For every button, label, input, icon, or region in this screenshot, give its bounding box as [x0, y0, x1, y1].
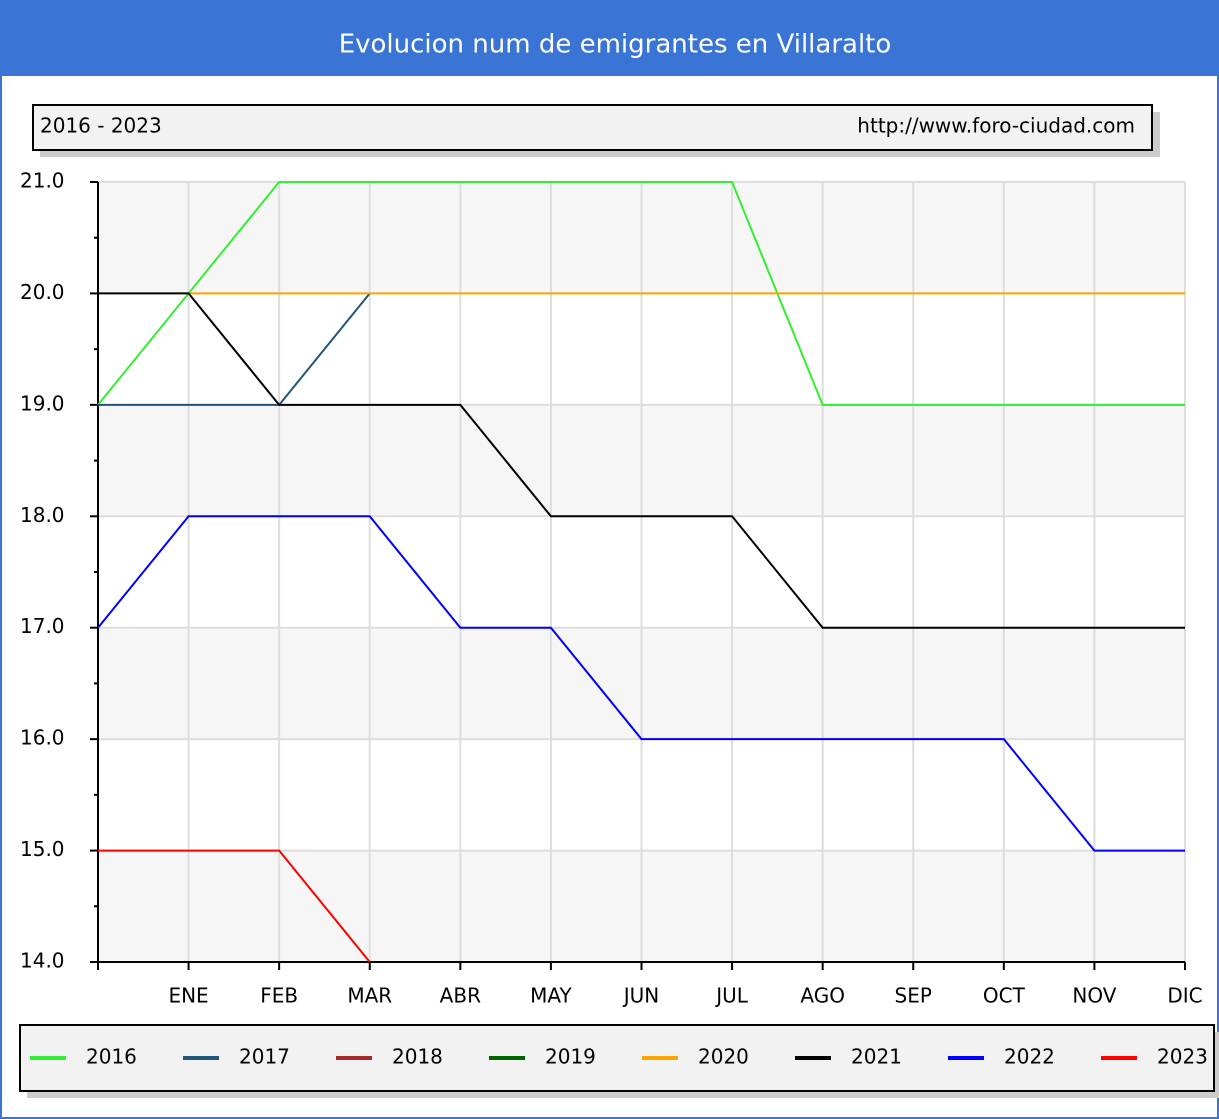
- x-tick-label: ENE: [168, 984, 208, 1008]
- legend-label: 2022: [1004, 1045, 1055, 1069]
- source: http://www.foro-ciudad.com: [857, 114, 1135, 138]
- x-tick-label: NOV: [1072, 984, 1116, 1008]
- y-tick-label: 15.0: [20, 837, 65, 861]
- subtitle: 2016 - 2023: [40, 114, 162, 138]
- legend-label: 2021: [851, 1045, 902, 1069]
- legend-label: 2019: [545, 1045, 596, 1069]
- x-tick-label: FEB: [260, 984, 298, 1008]
- x-tick-label: AGO: [800, 984, 845, 1008]
- x-tick-label: JUL: [714, 984, 749, 1008]
- y-tick-label: 21.0: [20, 169, 65, 193]
- y-tick-label: 16.0: [20, 726, 65, 750]
- legend-label: 2016: [86, 1045, 137, 1069]
- x-tick-label: OCT: [983, 984, 1026, 1008]
- y-tick-label: 17.0: [20, 614, 65, 638]
- chart-title: Evolucion num de emigrantes en Villaralt…: [339, 30, 892, 60]
- title-bar: [0, 0, 1219, 76]
- x-tick-label: MAY: [530, 984, 572, 1008]
- y-tick-label: 18.0: [20, 503, 65, 527]
- y-tick-label: 14.0: [20, 949, 65, 973]
- y-tick-label: 19.0: [20, 391, 65, 415]
- series-line: [98, 292, 371, 406]
- y-tick-label: 20.0: [20, 280, 65, 304]
- series-line: [98, 849, 371, 963]
- x-tick-label: JUN: [622, 984, 660, 1008]
- x-tick-label: SEP: [895, 984, 932, 1008]
- x-tick-label: DIC: [1167, 984, 1202, 1008]
- subtitle-box: [32, 104, 1153, 151]
- x-tick-label: MAR: [347, 984, 392, 1008]
- series-line: [97, 515, 1185, 852]
- legend-label: 2020: [698, 1045, 749, 1069]
- x-tick-label: ABR: [440, 984, 481, 1008]
- series-line: [97, 181, 1185, 406]
- legend-label: 2018: [392, 1045, 443, 1069]
- series-line: [98, 292, 1185, 629]
- legend-label: 2023: [1157, 1045, 1208, 1069]
- legend-label: 2017: [239, 1045, 290, 1069]
